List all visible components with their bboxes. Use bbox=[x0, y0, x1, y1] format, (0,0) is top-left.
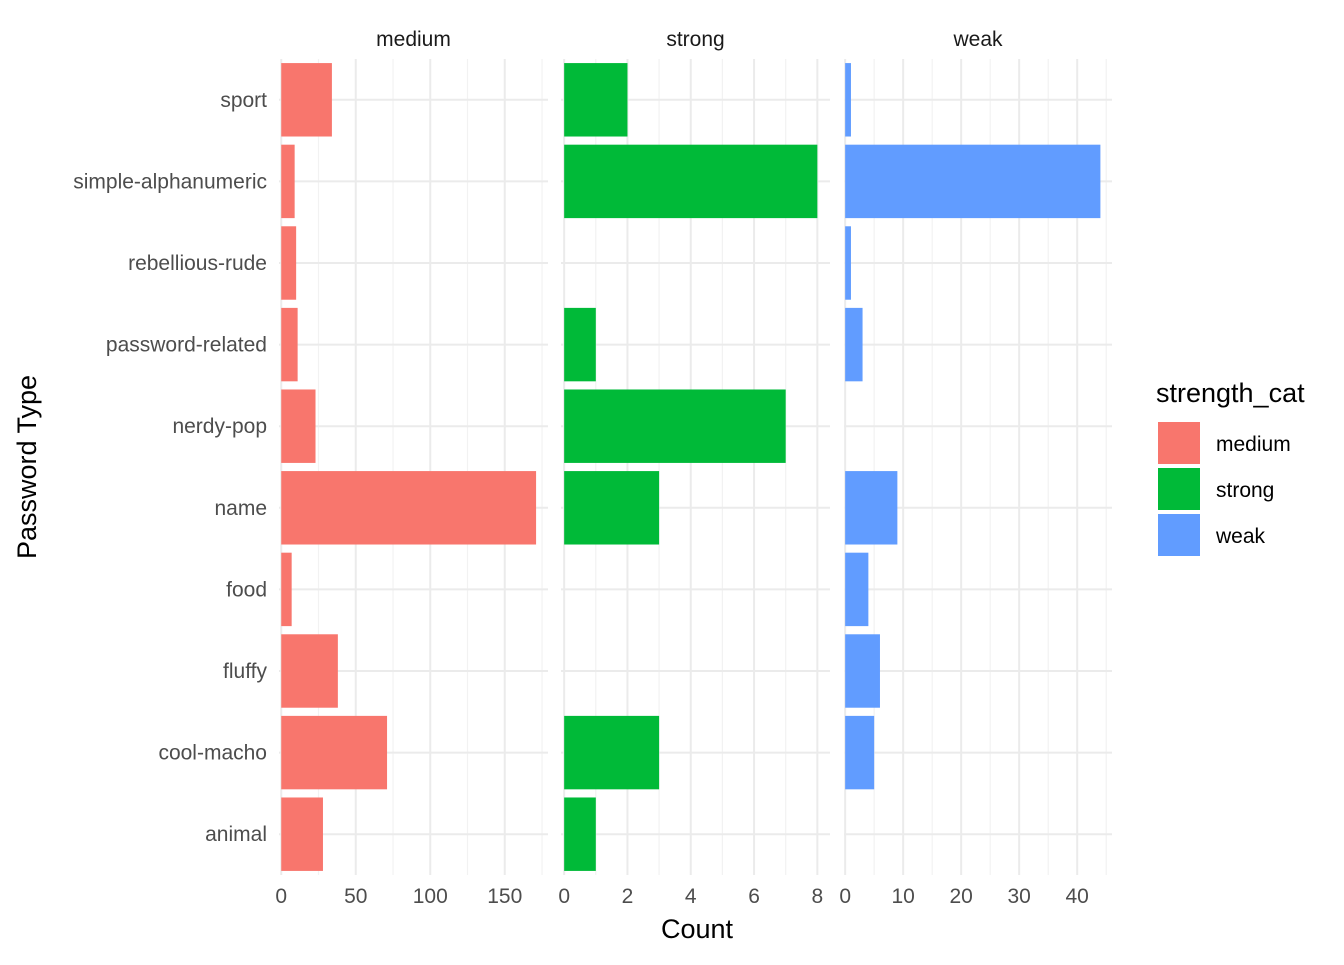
x-tick-label: 0 bbox=[558, 885, 570, 908]
bar-medium-sport bbox=[281, 63, 332, 137]
bar-weak-sport bbox=[845, 63, 851, 137]
x-tick-label: 0 bbox=[839, 885, 851, 908]
x-tick-label: 2 bbox=[622, 885, 634, 908]
x-tick-label: 150 bbox=[487, 885, 522, 908]
y-tick-label: animal bbox=[205, 823, 267, 846]
y-axis-title: Password Type bbox=[12, 375, 42, 559]
legend-swatch-weak bbox=[1158, 514, 1200, 556]
bar-medium-cool-macho bbox=[281, 715, 388, 790]
bar-weak-rebellious-rude bbox=[845, 226, 851, 300]
bar-strong-simple-alphanumeric bbox=[564, 144, 818, 219]
bar-medium-food bbox=[281, 552, 292, 627]
x-tick-label: 100 bbox=[413, 885, 448, 908]
legend-label-weak: weak bbox=[1215, 525, 1266, 548]
bar-weak-password-related bbox=[845, 307, 863, 382]
y-tick-label: food bbox=[226, 578, 267, 601]
legend-items: medium strong weak bbox=[1158, 422, 1291, 556]
legend-swatch-strong bbox=[1158, 468, 1200, 510]
bar-strong-nerdy-pop bbox=[564, 389, 786, 463]
bar-weak-food bbox=[845, 552, 869, 627]
bar-medium-password-related bbox=[281, 307, 298, 382]
bar-strong-name bbox=[564, 471, 660, 545]
facet-panel-medium: medium 0 50 100 150 bbox=[275, 28, 548, 908]
bar-medium-fluffy bbox=[281, 634, 338, 708]
legend-title: strength_cat bbox=[1156, 378, 1305, 408]
bar-medium-nerdy-pop bbox=[281, 389, 316, 463]
facet-strip-label: medium bbox=[376, 28, 451, 51]
y-tick-label: fluffy bbox=[223, 660, 267, 683]
x-tick-label: 0 bbox=[275, 885, 287, 908]
y-tick-label: rebellious-rude bbox=[128, 252, 267, 275]
bar-weak-name bbox=[845, 471, 898, 545]
x-tick-label: 30 bbox=[1008, 885, 1031, 908]
x-tick-label: 8 bbox=[811, 885, 823, 908]
bar-medium-rebellious-rude bbox=[281, 226, 297, 300]
facet-strip-label: strong bbox=[666, 28, 724, 51]
facet-panel-strong: strong 0 2 4 6 8 bbox=[558, 28, 830, 908]
bar-medium-name bbox=[281, 471, 537, 545]
bar-strong-cool-macho bbox=[564, 715, 660, 790]
y-tick-label: nerdy-pop bbox=[172, 415, 267, 438]
x-axis-title: Count bbox=[661, 914, 734, 944]
bar-strong-animal bbox=[564, 797, 596, 871]
facet-strip-label: weak bbox=[952, 28, 1003, 51]
bar-strong-sport bbox=[564, 63, 628, 137]
y-tick-label: name bbox=[214, 497, 267, 520]
bar-weak-fluffy bbox=[845, 634, 880, 708]
legend: strength_cat medium strong weak bbox=[1156, 378, 1305, 556]
bar-weak-cool-macho bbox=[845, 715, 875, 790]
bar-weak-simple-alphanumeric bbox=[845, 144, 1101, 219]
y-tick-label: password-related bbox=[106, 334, 267, 357]
y-tick-label: sport bbox=[220, 89, 267, 112]
legend-label-medium: medium bbox=[1216, 433, 1291, 456]
x-tick-label: 4 bbox=[685, 885, 697, 908]
bar-medium-simple-alphanumeric bbox=[281, 144, 295, 219]
x-tick-label: 50 bbox=[344, 885, 367, 908]
bar-strong-password-related bbox=[564, 307, 596, 382]
facet-panels: medium 0 50 100 150 strong 0 2 4 6 8 weak 0 10 20 30 40 bbox=[275, 28, 1112, 908]
x-tick-label: 6 bbox=[748, 885, 760, 908]
x-tick-label: 20 bbox=[949, 885, 972, 908]
bar-medium-animal bbox=[281, 797, 323, 871]
y-axis-category-labels: animal cool-macho fluffy food name nerdy-pop p… bbox=[73, 89, 267, 846]
facet-panel-weak: weak 0 10 20 30 40 bbox=[839, 28, 1112, 908]
y-tick-label: cool-macho bbox=[158, 742, 267, 765]
x-tick-label: 10 bbox=[891, 885, 914, 908]
legend-swatch-medium bbox=[1158, 422, 1200, 464]
legend-label-strong: strong bbox=[1216, 479, 1274, 502]
x-tick-label: 40 bbox=[1066, 885, 1089, 908]
y-tick-label: simple-alphanumeric bbox=[73, 170, 267, 193]
